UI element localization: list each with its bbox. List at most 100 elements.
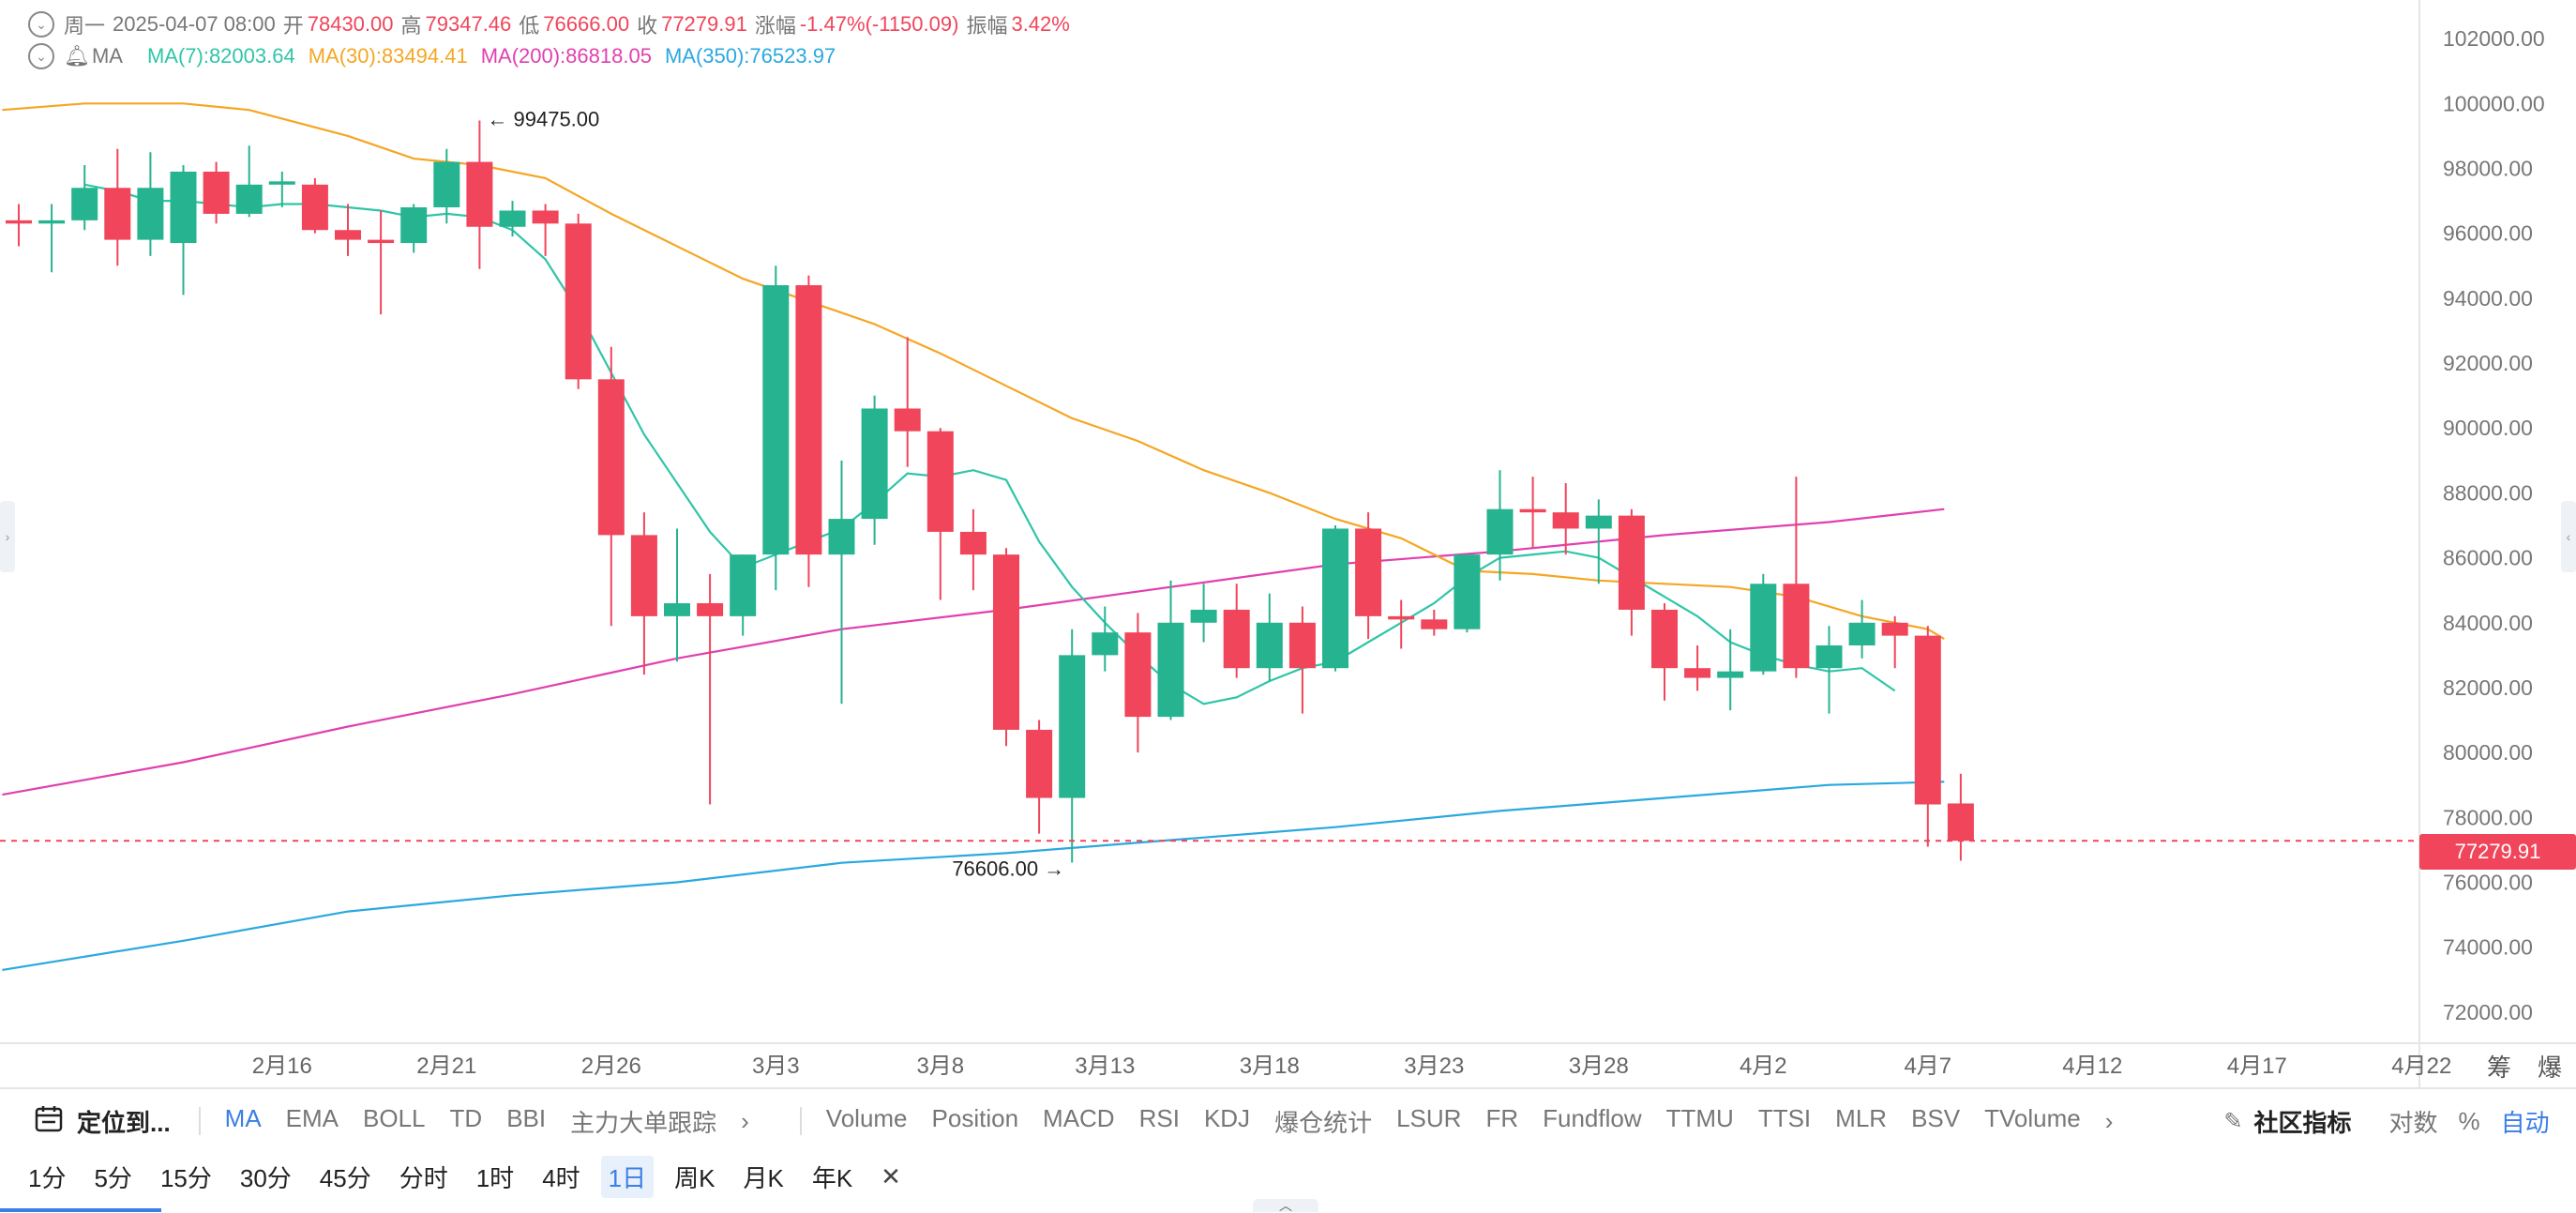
candle-body (6, 220, 32, 224)
sub-indicator-6[interactable]: LSUR (1396, 1103, 1462, 1132)
candle (1750, 573, 1777, 675)
candle-body (1717, 671, 1744, 678)
auto-scale-button[interactable]: 自动 (2500, 1108, 2550, 1137)
candle (532, 204, 559, 256)
interval-9[interactable]: 周K (674, 1163, 716, 1192)
weekday: 周一 (64, 14, 106, 38)
change-label: 涨幅 (754, 14, 796, 38)
candle (1618, 508, 1645, 636)
interval-1[interactable]: 5分 (94, 1163, 132, 1192)
close-value: 77279.91 (661, 12, 747, 36)
main-indicator-4[interactable]: BBI (506, 1103, 547, 1132)
sub-indicator-10[interactable]: TTSI (1757, 1103, 1812, 1132)
price-axis: 102000.00 100000.00 98000.00 96000.00 94000.… (2443, 26, 2545, 1024)
percent-scale-button[interactable]: % (2458, 1106, 2480, 1135)
left-panel-toggle[interactable]: › (0, 501, 15, 572)
main-indicators-more[interactable]: › (741, 1106, 749, 1135)
interval-5[interactable]: 分时 (399, 1163, 448, 1192)
interval-7[interactable]: 4时 (542, 1163, 580, 1192)
interval-10[interactable]: 月K (743, 1163, 784, 1192)
interval-0[interactable]: 1分 (28, 1163, 67, 1192)
interval-4[interactable]: 45分 (319, 1163, 371, 1192)
candle (1388, 599, 1415, 649)
chip-distribution-button[interactable]: 筹 (2487, 1054, 2512, 1082)
date-tick-label: 3月23 (1404, 1054, 1464, 1079)
date-tick-label: 3月18 (1240, 1054, 1300, 1079)
candle-body (71, 188, 98, 220)
date-axis: 2月16 2月21 2月26 3月3 3月8 3月13 3月18 3月23 3月28 4月2 4月7… (252, 1054, 2452, 1079)
sub-indicator-3[interactable]: RSI (1138, 1103, 1180, 1132)
candle (203, 161, 230, 224)
candle (1421, 609, 1448, 636)
candle (1914, 626, 1941, 847)
price-tick-label: 92000.00 (2443, 351, 2533, 375)
sub-indicator-1[interactable]: Position (931, 1103, 1019, 1132)
sub-indicators-more[interactable]: › (2104, 1106, 2114, 1135)
candle (137, 152, 164, 256)
log-scale-button[interactable]: 对数 (2388, 1108, 2438, 1137)
sub-indicator-4[interactable]: KDJ (1203, 1103, 1251, 1132)
calendar-icon[interactable] (34, 1103, 64, 1140)
price-tick-label: 102000.00 (2443, 26, 2545, 51)
price-tick-label: 94000.00 (2443, 286, 2533, 311)
sub-indicator-2[interactable]: MACD (1043, 1103, 1115, 1132)
candle-body (1092, 632, 1119, 656)
collapse-ma-icon[interactable]: ⌄ (28, 43, 54, 69)
candle-body (730, 554, 757, 616)
sub-indicator-0[interactable]: Volume (825, 1103, 908, 1132)
interval-2[interactable]: 15分 (159, 1163, 212, 1192)
candle (959, 508, 987, 591)
community-indicators-button[interactable]: 社区指标 (2253, 1108, 2352, 1137)
sub-indicator-12[interactable]: BSV (1911, 1103, 1961, 1132)
candle-body (993, 554, 1019, 730)
main-indicator-1[interactable]: EMA (285, 1103, 339, 1132)
candle-body (959, 531, 987, 555)
locate-button[interactable]: 定位到... (77, 1108, 171, 1137)
expand-panel-handle[interactable]: ︿ (1253, 1199, 1318, 1212)
edit-icon[interactable]: ✎ (2223, 1108, 2243, 1134)
candle (1059, 629, 1086, 863)
close-icon[interactable]: ✕ (881, 1161, 901, 1190)
bell-icon[interactable]: 🔔︎ (64, 44, 90, 68)
interval-6[interactable]: 1时 (475, 1163, 515, 1192)
candle-body (1519, 508, 1546, 513)
candle-body (1552, 512, 1579, 529)
candle (301, 177, 328, 234)
price-tick-label: 100000.00 (2443, 91, 2545, 115)
main-indicator-3[interactable]: TD (449, 1103, 483, 1132)
interval-toolbar: 1分 5分 15分 30分 45分 分时 1时 4时 1日 周K 月K 年K ✕ (0, 1155, 2576, 1198)
candle-body (170, 171, 197, 244)
candle-body (1947, 803, 1974, 842)
main-indicator-2[interactable]: BOLL (363, 1103, 426, 1132)
candle-body (1783, 584, 1810, 669)
candle-body (368, 239, 395, 244)
candle-body (203, 171, 230, 214)
sub-indicator-11[interactable]: MLR (1835, 1103, 1888, 1132)
candle (400, 204, 428, 253)
candle-body (1750, 584, 1777, 672)
open-label: 开 (282, 14, 304, 38)
candle-body (1848, 622, 1876, 645)
main-indicator-0[interactable]: MA (224, 1103, 262, 1132)
interval-8[interactable]: 1日 (600, 1155, 655, 1198)
liquidation-button[interactable]: 爆 (2538, 1054, 2563, 1082)
sub-indicator-7[interactable]: FR (1485, 1103, 1519, 1132)
candle (730, 554, 757, 636)
main-indicator-5[interactable]: 主力大单跟踪 (570, 1108, 717, 1137)
sub-indicator-13[interactable]: TVolume (1984, 1103, 2081, 1132)
ma-info-row: ⌄ 🔔︎ MA MA(7):82003.64 MA(30):83494.41 M… (28, 39, 843, 73)
right-panel-toggle[interactable]: ‹ (2561, 501, 2576, 572)
sub-indicator-8[interactable]: Fundflow (1543, 1103, 1642, 1132)
candle-body (1288, 622, 1316, 669)
candle-body (335, 230, 361, 240)
sub-indicator-9[interactable]: TTMU (1665, 1103, 1734, 1132)
collapse-icon[interactable]: ⌄ (28, 11, 54, 38)
interval-3[interactable]: 30分 (239, 1163, 292, 1192)
candle-body (1190, 609, 1217, 623)
active-tab-underline (0, 1208, 161, 1212)
candle-body (894, 408, 921, 432)
sub-indicator-5[interactable]: 爆仓统计 (1274, 1108, 1373, 1137)
interval-11[interactable]: 年K (811, 1163, 853, 1192)
candle (1848, 599, 1876, 659)
